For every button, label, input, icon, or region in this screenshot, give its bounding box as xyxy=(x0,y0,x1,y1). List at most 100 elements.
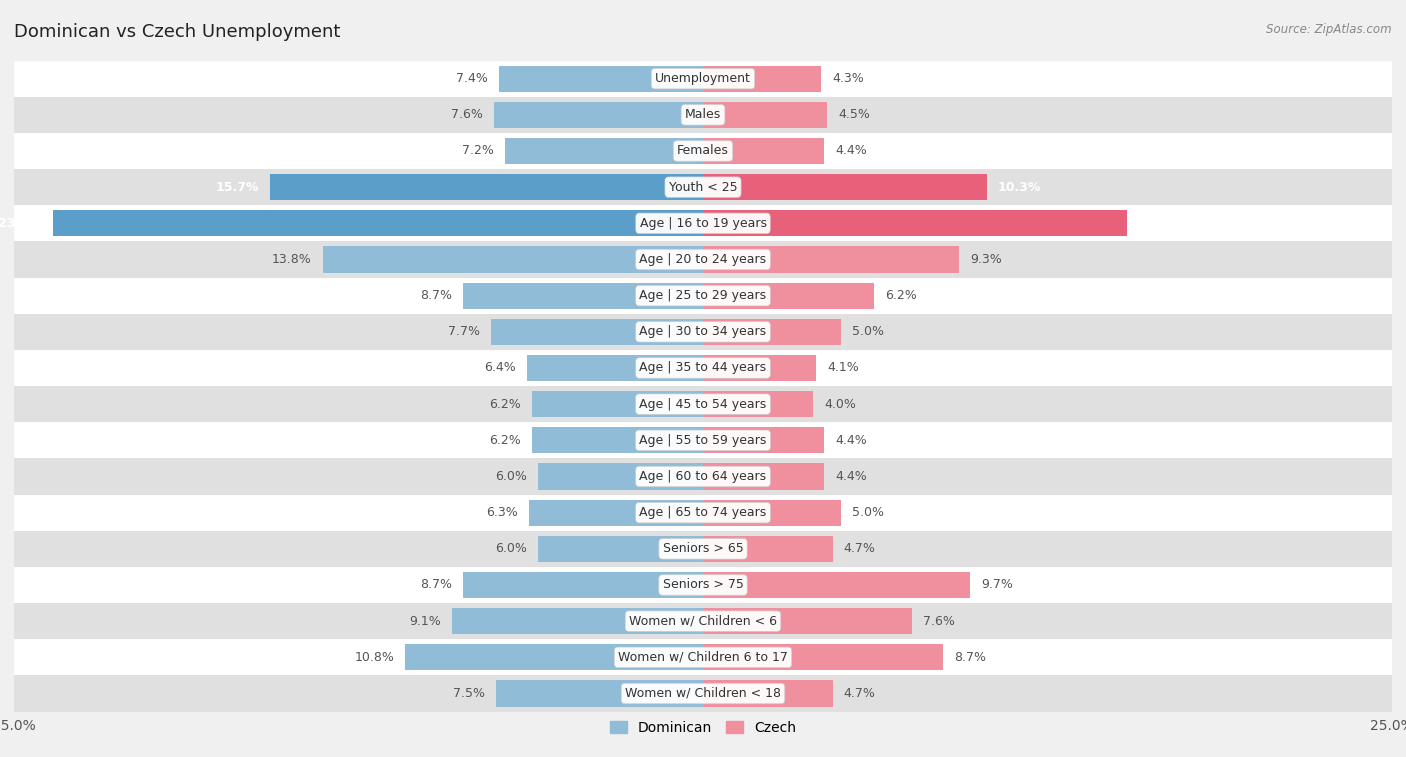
Text: 6.3%: 6.3% xyxy=(486,506,519,519)
Text: Women w/ Children 6 to 17: Women w/ Children 6 to 17 xyxy=(619,651,787,664)
Bar xyxy=(14,459,1392,494)
Text: 6.2%: 6.2% xyxy=(489,397,522,410)
Bar xyxy=(499,66,703,92)
Text: Dominican vs Czech Unemployment: Dominican vs Czech Unemployment xyxy=(14,23,340,41)
Text: Age | 55 to 59 years: Age | 55 to 59 years xyxy=(640,434,766,447)
Bar xyxy=(14,278,1392,313)
Bar xyxy=(703,500,841,525)
Text: 7.7%: 7.7% xyxy=(447,326,479,338)
Bar xyxy=(703,572,970,598)
Bar xyxy=(14,567,1392,603)
Text: 6.0%: 6.0% xyxy=(495,542,527,556)
Bar xyxy=(14,675,1392,712)
Bar xyxy=(14,386,1392,422)
Bar xyxy=(14,603,1392,639)
Bar xyxy=(537,536,703,562)
Text: 4.4%: 4.4% xyxy=(835,145,868,157)
Text: 4.7%: 4.7% xyxy=(844,687,876,700)
Text: 4.7%: 4.7% xyxy=(844,542,876,556)
Text: Age | 35 to 44 years: Age | 35 to 44 years xyxy=(640,362,766,375)
Bar xyxy=(494,101,703,128)
Text: 5.0%: 5.0% xyxy=(852,506,884,519)
Bar xyxy=(531,427,703,453)
Bar xyxy=(14,494,1392,531)
Bar xyxy=(463,282,703,309)
Text: 4.5%: 4.5% xyxy=(838,108,870,121)
Text: 9.1%: 9.1% xyxy=(409,615,441,628)
Text: 15.7%: 15.7% xyxy=(217,181,259,194)
Bar xyxy=(703,355,815,381)
Bar xyxy=(496,681,703,706)
Bar xyxy=(703,427,824,453)
Bar xyxy=(703,536,832,562)
Bar xyxy=(405,644,703,671)
Text: 23.6%: 23.6% xyxy=(0,217,42,230)
Bar xyxy=(505,138,703,164)
Text: 4.0%: 4.0% xyxy=(824,397,856,410)
Bar xyxy=(703,174,987,200)
Text: Age | 45 to 54 years: Age | 45 to 54 years xyxy=(640,397,766,410)
Bar xyxy=(14,205,1392,241)
Text: 7.2%: 7.2% xyxy=(461,145,494,157)
Bar xyxy=(14,313,1392,350)
Bar xyxy=(530,500,703,525)
Bar xyxy=(14,422,1392,459)
Text: 8.7%: 8.7% xyxy=(420,578,453,591)
Text: 10.3%: 10.3% xyxy=(998,181,1042,194)
Bar xyxy=(52,210,703,236)
Bar xyxy=(703,66,821,92)
Bar xyxy=(14,97,1392,133)
Bar xyxy=(14,350,1392,386)
Text: 4.4%: 4.4% xyxy=(835,434,868,447)
Text: Youth < 25: Youth < 25 xyxy=(669,181,737,194)
Text: Unemployment: Unemployment xyxy=(655,72,751,85)
Text: 13.8%: 13.8% xyxy=(271,253,312,266)
Bar xyxy=(14,61,1392,97)
Text: Females: Females xyxy=(678,145,728,157)
Text: 7.5%: 7.5% xyxy=(453,687,485,700)
Text: 7.6%: 7.6% xyxy=(924,615,955,628)
Text: 6.0%: 6.0% xyxy=(495,470,527,483)
Bar xyxy=(491,319,703,345)
Text: Seniors > 75: Seniors > 75 xyxy=(662,578,744,591)
Bar xyxy=(14,639,1392,675)
Text: Age | 20 to 24 years: Age | 20 to 24 years xyxy=(640,253,766,266)
Text: Women w/ Children < 18: Women w/ Children < 18 xyxy=(626,687,780,700)
Bar xyxy=(463,572,703,598)
Bar xyxy=(323,247,703,273)
Text: Age | 60 to 64 years: Age | 60 to 64 years xyxy=(640,470,766,483)
Bar xyxy=(703,282,875,309)
Bar xyxy=(14,169,1392,205)
Bar xyxy=(14,241,1392,278)
Text: 4.3%: 4.3% xyxy=(832,72,865,85)
Text: 4.1%: 4.1% xyxy=(827,362,859,375)
Bar xyxy=(703,319,841,345)
Text: Age | 30 to 34 years: Age | 30 to 34 years xyxy=(640,326,766,338)
Text: 6.4%: 6.4% xyxy=(484,362,516,375)
Bar xyxy=(703,681,832,706)
Bar xyxy=(537,463,703,490)
Bar xyxy=(703,210,1128,236)
Bar xyxy=(527,355,703,381)
Bar xyxy=(703,247,959,273)
Bar xyxy=(703,138,824,164)
Text: Age | 65 to 74 years: Age | 65 to 74 years xyxy=(640,506,766,519)
Text: Women w/ Children < 6: Women w/ Children < 6 xyxy=(628,615,778,628)
Bar xyxy=(703,101,827,128)
Text: 6.2%: 6.2% xyxy=(884,289,917,302)
Bar xyxy=(703,463,824,490)
Bar xyxy=(703,608,912,634)
Text: Age | 25 to 29 years: Age | 25 to 29 years xyxy=(640,289,766,302)
Bar xyxy=(14,531,1392,567)
Text: Males: Males xyxy=(685,108,721,121)
Text: 7.4%: 7.4% xyxy=(456,72,488,85)
Text: 4.4%: 4.4% xyxy=(835,470,868,483)
Legend: Dominican, Czech: Dominican, Czech xyxy=(605,715,801,740)
Text: 6.2%: 6.2% xyxy=(489,434,522,447)
Bar xyxy=(703,644,943,671)
Bar xyxy=(270,174,703,200)
Text: 8.7%: 8.7% xyxy=(420,289,453,302)
Bar xyxy=(703,391,813,417)
Bar xyxy=(14,133,1392,169)
Text: 15.4%: 15.4% xyxy=(1139,217,1182,230)
